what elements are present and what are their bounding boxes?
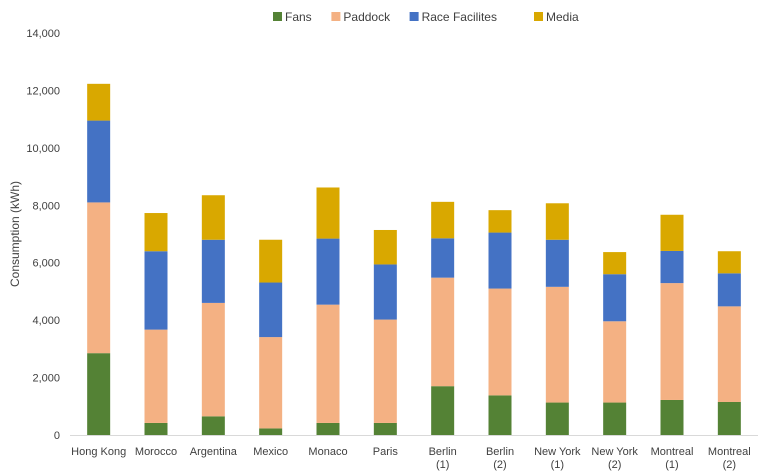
y-tick-label: 4,000 bbox=[32, 315, 60, 327]
x-tick-label: Mexico bbox=[253, 446, 288, 458]
y-axis-title: Consumption (kWh) bbox=[8, 181, 22, 287]
bar-segment-paddock bbox=[373, 319, 397, 423]
bar-segment-media bbox=[144, 213, 168, 252]
bars bbox=[87, 83, 741, 435]
x-tick-label: (2) bbox=[723, 459, 736, 471]
bar-segment-fans bbox=[717, 401, 741, 435]
bar-segment-paddock bbox=[144, 329, 168, 423]
bar-segment-media bbox=[660, 214, 684, 251]
bar-segment-race-facilites bbox=[717, 273, 741, 307]
legend-swatch bbox=[273, 12, 282, 21]
bar-segment-fans bbox=[603, 402, 627, 435]
bar-segment-race-facilites bbox=[431, 238, 455, 278]
bar-segment-paddock bbox=[201, 302, 225, 417]
bar-segment-race-facilites bbox=[259, 282, 283, 338]
bar-segment-fans bbox=[660, 399, 684, 435]
bar-segment-fans bbox=[201, 416, 225, 435]
bar-segment-race-facilites bbox=[373, 264, 397, 320]
bar-segment-fans bbox=[144, 422, 168, 435]
bar-segment-paddock bbox=[603, 321, 627, 403]
x-axis: Hong Kong Morocco Argentina Mexico Monaco Par… bbox=[70, 435, 758, 471]
y-tick-label: 10,000 bbox=[26, 143, 60, 155]
bar-segment-fans bbox=[488, 395, 512, 435]
x-tick-label: Argentina bbox=[190, 446, 238, 458]
bar-segment-media bbox=[545, 203, 569, 240]
bar-segment-fans bbox=[431, 386, 455, 435]
legend-swatch bbox=[534, 12, 543, 21]
bar-segment-media bbox=[373, 229, 397, 265]
legend-label: Fans bbox=[285, 10, 312, 24]
bar-segment-fans bbox=[316, 422, 340, 435]
y-tick-label: 0 bbox=[54, 430, 60, 442]
bar-segment-race-facilites bbox=[545, 239, 569, 287]
y-tick-label: 2,000 bbox=[32, 373, 60, 385]
y-tick-label: 12,000 bbox=[26, 85, 60, 97]
x-tick-label: Morocco bbox=[135, 446, 177, 458]
bar-segment-media bbox=[259, 239, 283, 283]
bar-segment-media bbox=[488, 210, 512, 233]
bar-segment-race-facilites bbox=[488, 232, 512, 289]
legend-label: Race Facilites bbox=[422, 10, 497, 24]
y-tick-label: 14,000 bbox=[26, 28, 60, 40]
y-axis: 0 2,000 4,000 6,000 8,000 10,000 12,000 14,000 bbox=[26, 28, 60, 442]
bar-segment-paddock bbox=[316, 304, 340, 423]
bar-segment-race-facilites bbox=[660, 250, 684, 284]
bar-segment-media bbox=[603, 252, 627, 275]
x-tick-label: Montreal bbox=[708, 446, 751, 458]
bar-segment-race-facilites bbox=[201, 239, 225, 303]
bar-segment-race-facilites bbox=[316, 238, 340, 305]
legend-swatch bbox=[409, 12, 419, 21]
bar-segment-paddock bbox=[545, 286, 569, 403]
bar-segment-fans bbox=[373, 422, 397, 435]
x-tick-label: New York bbox=[534, 446, 581, 458]
bar-segment-paddock bbox=[431, 277, 455, 387]
legend-label: Paddock bbox=[343, 10, 391, 24]
bar-segment-paddock bbox=[87, 202, 111, 354]
bar-segment-fans bbox=[87, 353, 111, 435]
legend: Fans Paddock Race Facilites Media bbox=[273, 10, 579, 24]
x-tick-label: Hong Kong bbox=[71, 446, 126, 458]
bar-segment-media bbox=[316, 187, 340, 239]
x-tick-label: Montreal bbox=[651, 446, 694, 458]
x-tick-label: New York bbox=[591, 446, 638, 458]
x-tick-label: Paris bbox=[373, 446, 399, 458]
bar-segment-paddock bbox=[259, 337, 283, 429]
x-tick-label: Monaco bbox=[308, 446, 347, 458]
bar-segment-paddock bbox=[717, 306, 741, 402]
x-tick-label: (1) bbox=[665, 459, 678, 471]
bar-segment-media bbox=[431, 201, 455, 239]
legend-swatch bbox=[331, 12, 341, 21]
bar-segment-media bbox=[717, 251, 741, 274]
legend-label: Media bbox=[546, 10, 579, 24]
bar-segment-paddock bbox=[660, 283, 684, 400]
bar-segment-media bbox=[201, 195, 225, 240]
x-tick-label: (1) bbox=[551, 459, 564, 471]
x-tick-label: Berlin bbox=[486, 446, 514, 458]
x-tick-label: (2) bbox=[608, 459, 621, 471]
bar-segment-fans bbox=[545, 402, 569, 435]
x-tick-label: (1) bbox=[436, 459, 449, 471]
x-tick-label: Berlin bbox=[429, 446, 457, 458]
bar-segment-paddock bbox=[488, 288, 512, 396]
bar-segment-race-facilites bbox=[144, 251, 168, 330]
y-tick-label: 6,000 bbox=[32, 258, 60, 270]
bar-segment-race-facilites bbox=[603, 274, 627, 322]
bar-segment-media bbox=[87, 83, 111, 121]
y-tick-label: 8,000 bbox=[32, 200, 60, 212]
bar-segment-race-facilites bbox=[87, 120, 111, 203]
x-tick-label: (2) bbox=[493, 459, 506, 471]
bar-segment-fans bbox=[259, 428, 283, 435]
